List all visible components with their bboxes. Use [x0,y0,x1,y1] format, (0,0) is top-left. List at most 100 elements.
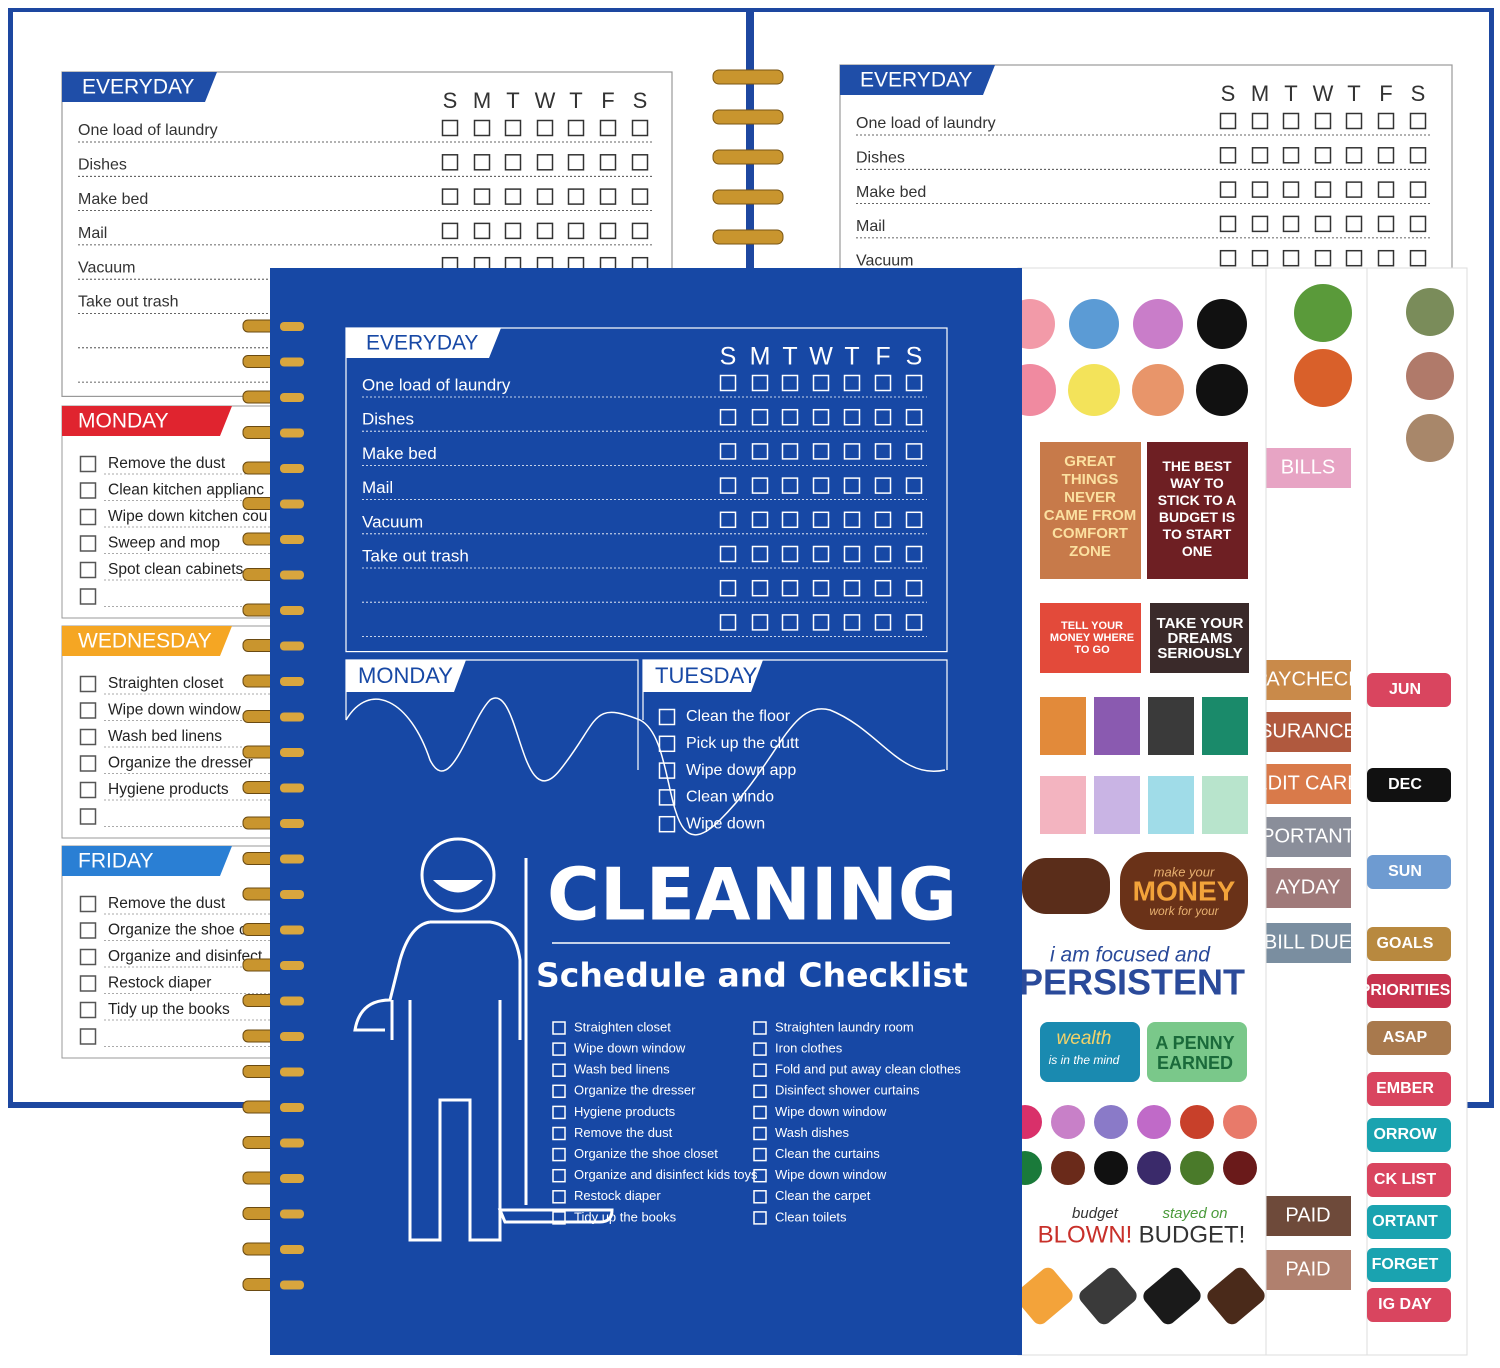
sticker [1120,852,1248,930]
checklist-item: Clean the carpet [775,1188,871,1203]
checkbox [441,154,459,171]
checkbox [843,408,861,426]
checkbox [567,154,585,171]
sticker [1147,1022,1247,1082]
sticker-dot [1223,1151,1257,1185]
section-tab [643,660,763,692]
section-tab [62,72,217,102]
checkbox [79,895,97,913]
spiral-ring [280,925,304,935]
sticker-text: DEC [1388,776,1422,793]
checkbox [719,614,737,631]
cover-subtitle: Schedule and Checklist [536,956,968,995]
day-letter: T [506,88,519,113]
sticker-icon [1069,299,1119,349]
checkbox [719,408,737,426]
sticker [1040,1022,1140,1082]
sticker-icon [1133,299,1183,349]
checkbox [753,1211,767,1225]
checkbox [874,579,892,597]
checkbox [1282,112,1300,130]
sticker-text: THE BEST WAY TO STICK TO A BUDGET IS TO STAR… [1158,458,1237,559]
label: PERSISTENT [1019,962,1245,1003]
spiral-ring [280,819,304,828]
sticker-tag [1207,1267,1265,1325]
sticker-text: EDIT CARD [1254,772,1361,794]
checkbox [1314,112,1332,130]
checkbox [504,154,522,171]
checkbox [753,1168,767,1183]
sticker-text: PAID [1285,1258,1330,1280]
label: wealth [1057,1028,1112,1049]
spiral-ring [280,783,304,793]
checkbox [504,222,522,240]
checkbox [1314,215,1332,233]
day-letter: M [750,343,771,371]
checkbox [753,1021,767,1035]
checkbox [843,477,861,494]
checkbox [812,374,830,392]
checkbox [781,477,799,494]
checkbox [751,408,769,426]
task: One load of laundry [78,122,218,139]
sticker-text: ORROW [1373,1126,1437,1143]
checklist-item: Organize and disinfect kids toys [574,1167,758,1182]
checkbox [751,511,769,529]
checkbox [536,188,554,205]
checkbox [753,1147,767,1162]
checkbox [781,511,799,529]
front-cover [270,268,1022,1355]
checkbox [658,789,676,806]
day-letter: T [1284,81,1297,106]
sticker-text: A PENNY EARNED [1155,1033,1234,1073]
spiral-ring [280,748,304,757]
section-tab [62,626,232,656]
checkbox [753,1126,767,1141]
checkbox [1345,215,1363,233]
task: Make bed [856,184,926,201]
checkbox [1251,181,1269,198]
checkbox [1409,147,1427,164]
spiral-ring [280,641,304,651]
task: Restock diaper [108,975,211,992]
sticker [1265,660,1351,700]
mop [497,858,614,1224]
task: Mail [362,478,393,497]
day-letter: F [601,88,614,113]
checkbox [843,511,861,529]
checkbox [874,511,892,529]
checklist-item: Remove the dust [574,1125,673,1140]
section-title: WEDNESDAY [78,630,212,653]
checklist-item: Clean the curtains [775,1146,880,1161]
checkbox [1314,181,1332,198]
checkbox [631,222,649,240]
day-letter: T [844,343,859,371]
checkbox [536,154,554,171]
checkbox [1377,215,1395,233]
task: Clean kitchen applianc [108,482,264,499]
cover-title: CLEANING [547,853,957,937]
checkbox [504,188,522,205]
checkbox [79,1028,97,1045]
sticker-text: ORTANT [1372,1213,1438,1230]
sticker-text: EMBER [1376,1080,1434,1097]
checkbox [1345,112,1363,130]
sticker [1265,764,1351,804]
day-letter: W [1313,81,1334,106]
sticker-icon [1406,414,1454,462]
checkbox [1282,249,1300,267]
spiral-ring [280,961,304,970]
task: Straighten closet [108,675,224,692]
checklist-item: Hygiene products [574,1104,676,1119]
checklist-item: Disinfect shower curtains [775,1083,920,1098]
sticker-dot [1051,1105,1085,1139]
checkbox [79,728,97,746]
checkbox [599,188,617,205]
sticker [1367,673,1451,707]
checkbox [79,948,97,966]
task: Remove the dust [108,455,226,472]
sticker [1148,697,1194,755]
checkbox [1251,249,1269,267]
sticker-dot [1180,1105,1214,1139]
spiral-ring [712,189,784,205]
